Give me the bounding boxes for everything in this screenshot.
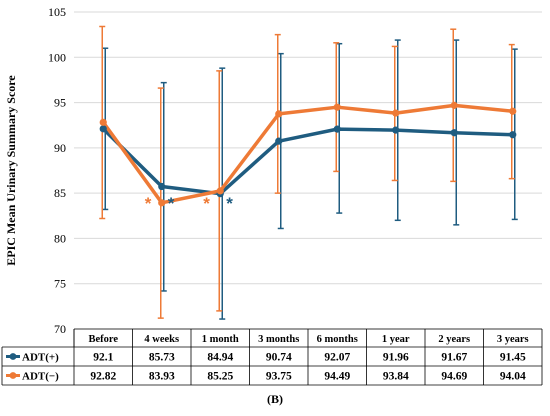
category-label: 3 years (497, 334, 529, 345)
legend-marker (9, 372, 17, 379)
table-cell: 94.69 (441, 371, 467, 383)
legend-label: ADT(+) (22, 352, 59, 364)
significance-star: * (203, 194, 210, 213)
significance-star: * (226, 194, 233, 213)
error-bars (99, 25, 518, 320)
y-axis-label: EPIC Mean Urinary Summary Score (4, 75, 18, 266)
chart-figure: 70 75 80 85 90 95 100 105 EPIC Mean Urinary Sum… (1, 5, 543, 386)
data-point (333, 103, 341, 111)
data-point (392, 126, 400, 134)
legend-marker (9, 353, 17, 360)
data-point (450, 129, 458, 137)
category-label: 1 month (202, 334, 239, 345)
category-label: 6 months (317, 334, 358, 345)
y-tick-label: 100 (48, 50, 66, 64)
data-point (392, 109, 400, 117)
series-line (102, 127, 513, 196)
gridlines (74, 11, 542, 330)
table-cell: 84.94 (207, 352, 233, 364)
category-label: 3 months (258, 334, 299, 345)
data-point (275, 137, 283, 145)
table-cell: 90.74 (266, 352, 292, 364)
series-points (99, 101, 517, 207)
data-point (99, 125, 107, 133)
data-point (450, 101, 458, 109)
table-cell: 91.67 (441, 352, 467, 364)
data-point (509, 131, 517, 139)
significance-star: * (145, 194, 152, 213)
y-tick-label: 105 (48, 5, 66, 19)
y-tick-label: 80 (54, 231, 66, 245)
y-axis: 70 75 80 85 90 95 100 105 (48, 5, 66, 336)
series-line (101, 103, 513, 205)
data-table: Before 4 weeks 1 month 3 months 6 months 1 ye… (1, 328, 543, 386)
table-cell: 91.96 (383, 352, 409, 364)
category-label: 4 weeks (144, 334, 179, 345)
table-cell: 91.45 (500, 352, 526, 364)
table-cell: 93.84 (383, 371, 409, 383)
table-cell: 92.82 (90, 371, 116, 383)
data-point (158, 199, 166, 207)
series-lines (101, 103, 513, 205)
significance-star: * (168, 194, 175, 213)
significance-markers: * * * * (145, 194, 234, 213)
legend-label: ADT(−) (22, 371, 59, 383)
y-tick-label: 75 (54, 277, 66, 291)
category-label: Before (88, 334, 118, 345)
panel-label: (B) (267, 392, 283, 406)
data-point (275, 110, 283, 118)
table-cell: 94.49 (324, 371, 350, 383)
table-cell: 85.73 (149, 352, 175, 364)
data-point (216, 187, 224, 195)
data-point (158, 182, 166, 191)
table-cell: 94.04 (500, 371, 526, 383)
y-tick-label: 90 (54, 141, 66, 155)
data-point (333, 125, 341, 133)
y-tick-label: 95 (54, 96, 66, 110)
table-cell: 85.25 (207, 371, 233, 383)
table-cell: 93.75 (266, 371, 292, 383)
category-label: 2 years (438, 334, 470, 345)
category-label: 1 year (382, 334, 410, 345)
y-tick-label: 70 (54, 322, 66, 336)
y-tick-label: 85 (54, 186, 66, 200)
table-cell: 92.07 (324, 352, 350, 364)
data-point (99, 118, 107, 126)
data-point (509, 107, 517, 115)
table-cell: 92.1 (93, 352, 113, 364)
table-cell: 83.93 (149, 371, 175, 383)
